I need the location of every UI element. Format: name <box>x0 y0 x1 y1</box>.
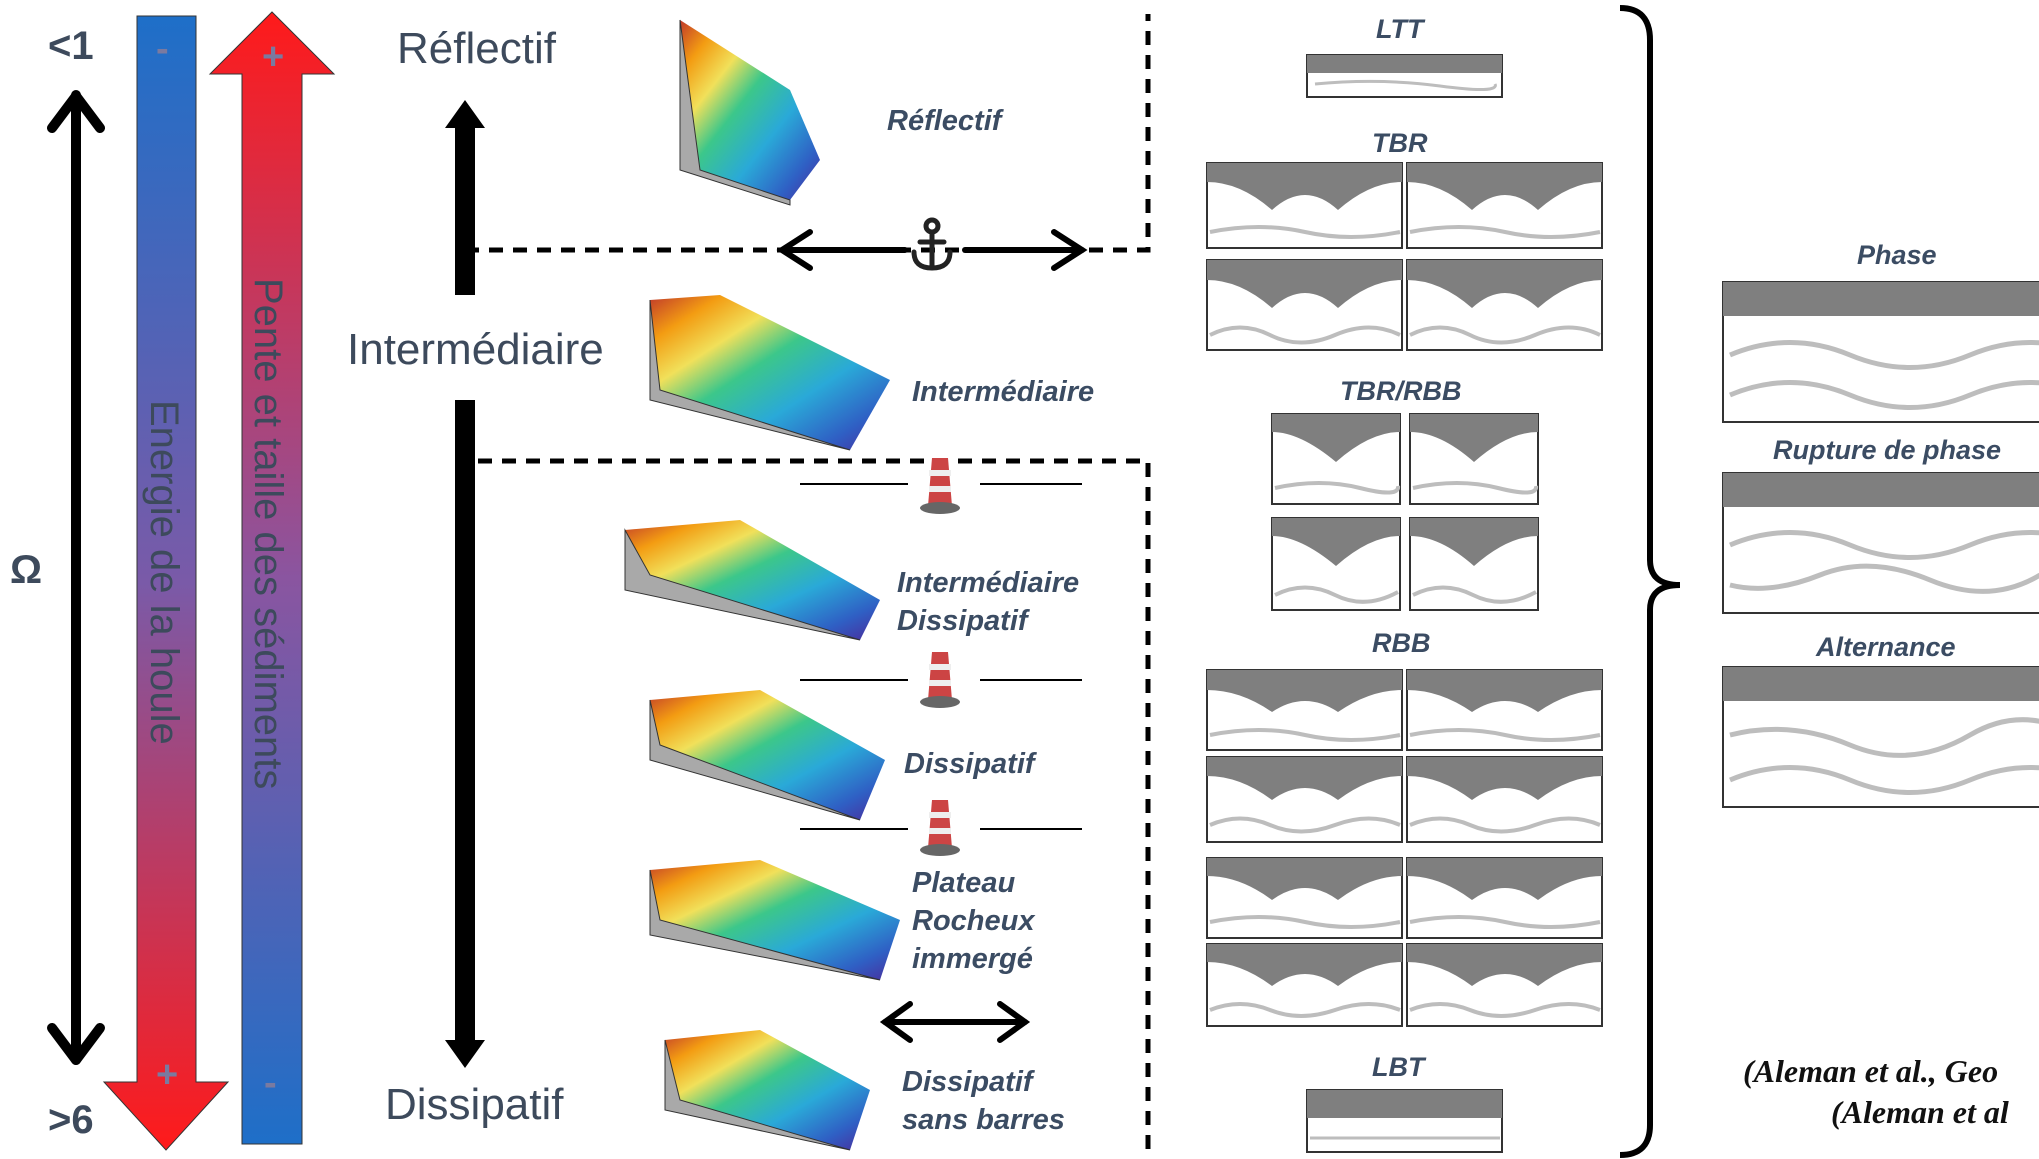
energy-bar-label: Energie de la houle <box>142 400 186 745</box>
profile-label: Réflectif <box>887 105 1002 137</box>
anchor-double-arrow <box>776 229 1088 271</box>
panel-rbb <box>1206 669 1603 1027</box>
regime-boundaries <box>465 14 1151 1159</box>
bar-type-tbr: TBR <box>1372 128 1428 158</box>
coupling-rupture: Rupture de phase <box>1773 435 2002 465</box>
energy-gradient-arrow <box>102 15 230 1151</box>
slope-top-sign: + <box>262 36 285 78</box>
panel-tbr <box>1206 162 1603 351</box>
lighthouse-icon <box>920 652 960 708</box>
panel-phase <box>1722 281 2039 423</box>
bar-type-ltt: LTT <box>1376 14 1424 44</box>
bar-type-rbb: RBB <box>1372 628 1431 658</box>
profile-label: Dissipatif <box>904 748 1035 780</box>
profile-rocky-plateau <box>649 860 900 981</box>
coupling-alternance: Alternance <box>1816 632 1956 662</box>
profile-reflective <box>679 19 820 206</box>
omega-min-label: <1 <box>48 24 94 68</box>
profile-dissipative-no-bars <box>664 1030 870 1151</box>
bar-type-tbr-rbb: TBR/RBB <box>1340 376 1462 406</box>
no-bars-double-arrow <box>879 1001 1031 1043</box>
lighthouse-icon <box>920 800 960 856</box>
slope-bottom-sign: - <box>264 1062 277 1104</box>
omega-double-arrow <box>47 90 105 1065</box>
profile-intermediate <box>649 295 890 451</box>
profile-label: Plateau Rocheux immergé <box>912 867 1035 975</box>
panel-alternance <box>1722 666 2039 808</box>
bar-type-lbt: LBT <box>1372 1052 1425 1082</box>
profile-dissipative <box>649 690 885 821</box>
coupling-phase: Phase <box>1857 240 1937 270</box>
energy-bottom-sign: + <box>156 1054 179 1096</box>
slope-bar-label: Pente et taille des sédiments <box>246 278 290 790</box>
omega-max-label: >6 <box>48 1098 94 1142</box>
profile-label: Intermédiaire <box>912 376 1095 408</box>
omega-symbol: Ω <box>10 548 43 592</box>
profile-label: Intermédiaire Dissipatif <box>897 567 1080 637</box>
lighthouse-separators <box>800 483 1082 830</box>
slope-gradient-arrow <box>208 11 336 1145</box>
citation-line-2: (Aleman et al <box>1831 1094 2009 1130</box>
panel-lbt <box>1306 1089 1503 1153</box>
state-intermediate: Intermédiaire <box>347 325 604 374</box>
panel-tbr-rbb <box>1271 413 1539 611</box>
state-reflective: Réflectif <box>397 24 556 73</box>
state-axis-arrows <box>445 100 485 1068</box>
profile-label: Dissipatif sans barres <box>902 1066 1065 1136</box>
energy-top-sign: - <box>156 28 169 70</box>
panel-ltt <box>1306 54 1503 98</box>
lighthouse-icon <box>920 458 960 514</box>
citation-line-1: (Aleman et al., Geo <box>1743 1053 1999 1089</box>
anchor-icon <box>911 217 953 271</box>
curly-brace <box>1619 5 1681 1158</box>
profile-intermediate-dissipative <box>624 520 880 641</box>
panel-rupture <box>1722 472 2039 614</box>
state-dissipative: Dissipatif <box>385 1080 564 1129</box>
